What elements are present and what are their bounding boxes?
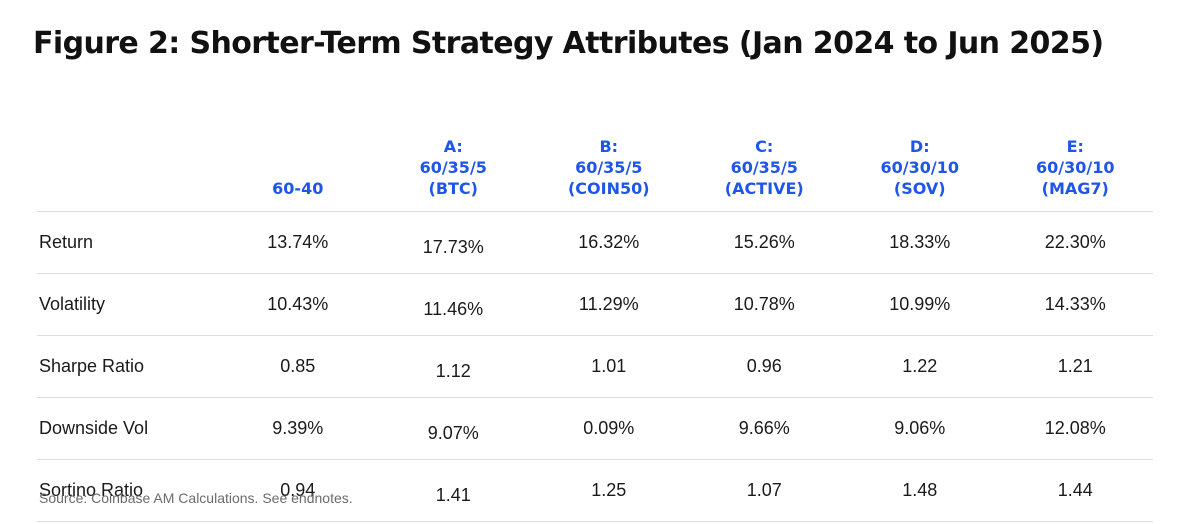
figure-title: Figure 2: Shorter-Term Strategy Attribut… bbox=[33, 26, 1104, 61]
column-header-line: (SOV) bbox=[893, 179, 946, 198]
table-cell: 9.06% bbox=[842, 397, 998, 460]
table-cell: 0.96 bbox=[686, 335, 842, 398]
column-header-line: D: bbox=[909, 137, 930, 156]
table-cell: 1.01 bbox=[531, 335, 687, 398]
column-header-line: 60-40 bbox=[272, 179, 324, 198]
strategy-attributes-table: 60-40 A: 60/35/5 (BTC) B: 60/35/5 (COIN5… bbox=[37, 110, 1153, 522]
table-row-downside-vol: Downside Vol 9.39% 9.07% 0.09% 9.66% 9.0… bbox=[37, 397, 1153, 460]
table-cell: 1.25 bbox=[531, 459, 687, 522]
table-row-return: Return 13.74% 17.73% 16.32% 15.26% 18.33… bbox=[37, 211, 1153, 274]
table-cell: 1.48 bbox=[842, 459, 998, 522]
table-cell: 1.22 bbox=[842, 335, 998, 398]
table-cell: 1.21 bbox=[997, 335, 1153, 398]
header-row: 60-40 A: 60/35/5 (BTC) B: 60/35/5 (COIN5… bbox=[37, 110, 1153, 212]
table-cell: 1.44 bbox=[997, 459, 1153, 522]
table-cell: 17.73% bbox=[375, 211, 531, 274]
table-cell: 1.07 bbox=[686, 459, 842, 522]
column-header-60-40: 60-40 bbox=[220, 110, 376, 212]
column-header-line: (MAG7) bbox=[1041, 179, 1109, 198]
table-row-sortino-ratio: Sortino Ratio 0.94 1.41 1.25 1.07 1.48 1… bbox=[37, 459, 1153, 522]
table-cell: 14.33% bbox=[997, 273, 1153, 336]
header-corner bbox=[37, 110, 220, 212]
column-header-d: D: 60/30/10 (SOV) bbox=[842, 110, 998, 212]
row-label: Volatility bbox=[37, 273, 220, 336]
column-header-line: (BTC) bbox=[428, 179, 478, 198]
table-cell: 0.94 bbox=[220, 459, 376, 522]
table-cell: 13.74% bbox=[220, 211, 376, 274]
column-header-line: 60/35/5 bbox=[419, 158, 487, 177]
column-header-line: 60/30/10 bbox=[1036, 158, 1115, 177]
column-header-line: 60/30/10 bbox=[880, 158, 959, 177]
column-header-line: (COIN50) bbox=[567, 179, 650, 198]
table-cell: 11.46% bbox=[375, 273, 531, 336]
column-header-a: A: 60/35/5 (BTC) bbox=[375, 110, 531, 212]
table-cell: 16.32% bbox=[531, 211, 687, 274]
table-cell: 22.30% bbox=[997, 211, 1153, 274]
table-row-volatility: Volatility 10.43% 11.46% 11.29% 10.78% 1… bbox=[37, 273, 1153, 336]
table-cell: 10.43% bbox=[220, 273, 376, 336]
table-cell: 9.39% bbox=[220, 397, 376, 460]
table-cell: 9.07% bbox=[375, 397, 531, 460]
table-cell: 9.66% bbox=[686, 397, 842, 460]
table-cell: 1.41 bbox=[375, 459, 531, 522]
row-label: Return bbox=[37, 211, 220, 274]
column-header-e: E: 60/30/10 (MAG7) bbox=[997, 110, 1153, 212]
table-cell: 10.99% bbox=[842, 273, 998, 336]
column-header-line: B: bbox=[599, 137, 619, 156]
column-header-line: E: bbox=[1066, 137, 1084, 156]
source-note: Source: Coinbase AM Calculations. See en… bbox=[39, 490, 353, 506]
column-header-c: C: 60/35/5 (ACTIVE) bbox=[686, 110, 842, 212]
column-header-line: 60/35/5 bbox=[730, 158, 798, 177]
column-header-line: C: bbox=[755, 137, 774, 156]
table-cell: 18.33% bbox=[842, 211, 998, 274]
table-cell: 0.85 bbox=[220, 335, 376, 398]
table-cell: 0.09% bbox=[531, 397, 687, 460]
table-cell: 15.26% bbox=[686, 211, 842, 274]
column-header-line: 60/35/5 bbox=[575, 158, 643, 177]
table-row-sharpe-ratio: Sharpe Ratio 0.85 1.12 1.01 0.96 1.22 1.… bbox=[37, 335, 1153, 398]
table-cell: 12.08% bbox=[997, 397, 1153, 460]
column-header-line: (ACTIVE) bbox=[724, 179, 804, 198]
row-label: Sharpe Ratio bbox=[37, 335, 220, 398]
table-cell: 10.78% bbox=[686, 273, 842, 336]
table-cell: 11.29% bbox=[531, 273, 687, 336]
row-label: Downside Vol bbox=[37, 397, 220, 460]
column-header-b: B: 60/35/5 (COIN50) bbox=[531, 110, 687, 212]
table-cell: 1.12 bbox=[375, 335, 531, 398]
column-header-line: A: bbox=[443, 137, 463, 156]
row-label: Sortino Ratio bbox=[37, 459, 220, 522]
